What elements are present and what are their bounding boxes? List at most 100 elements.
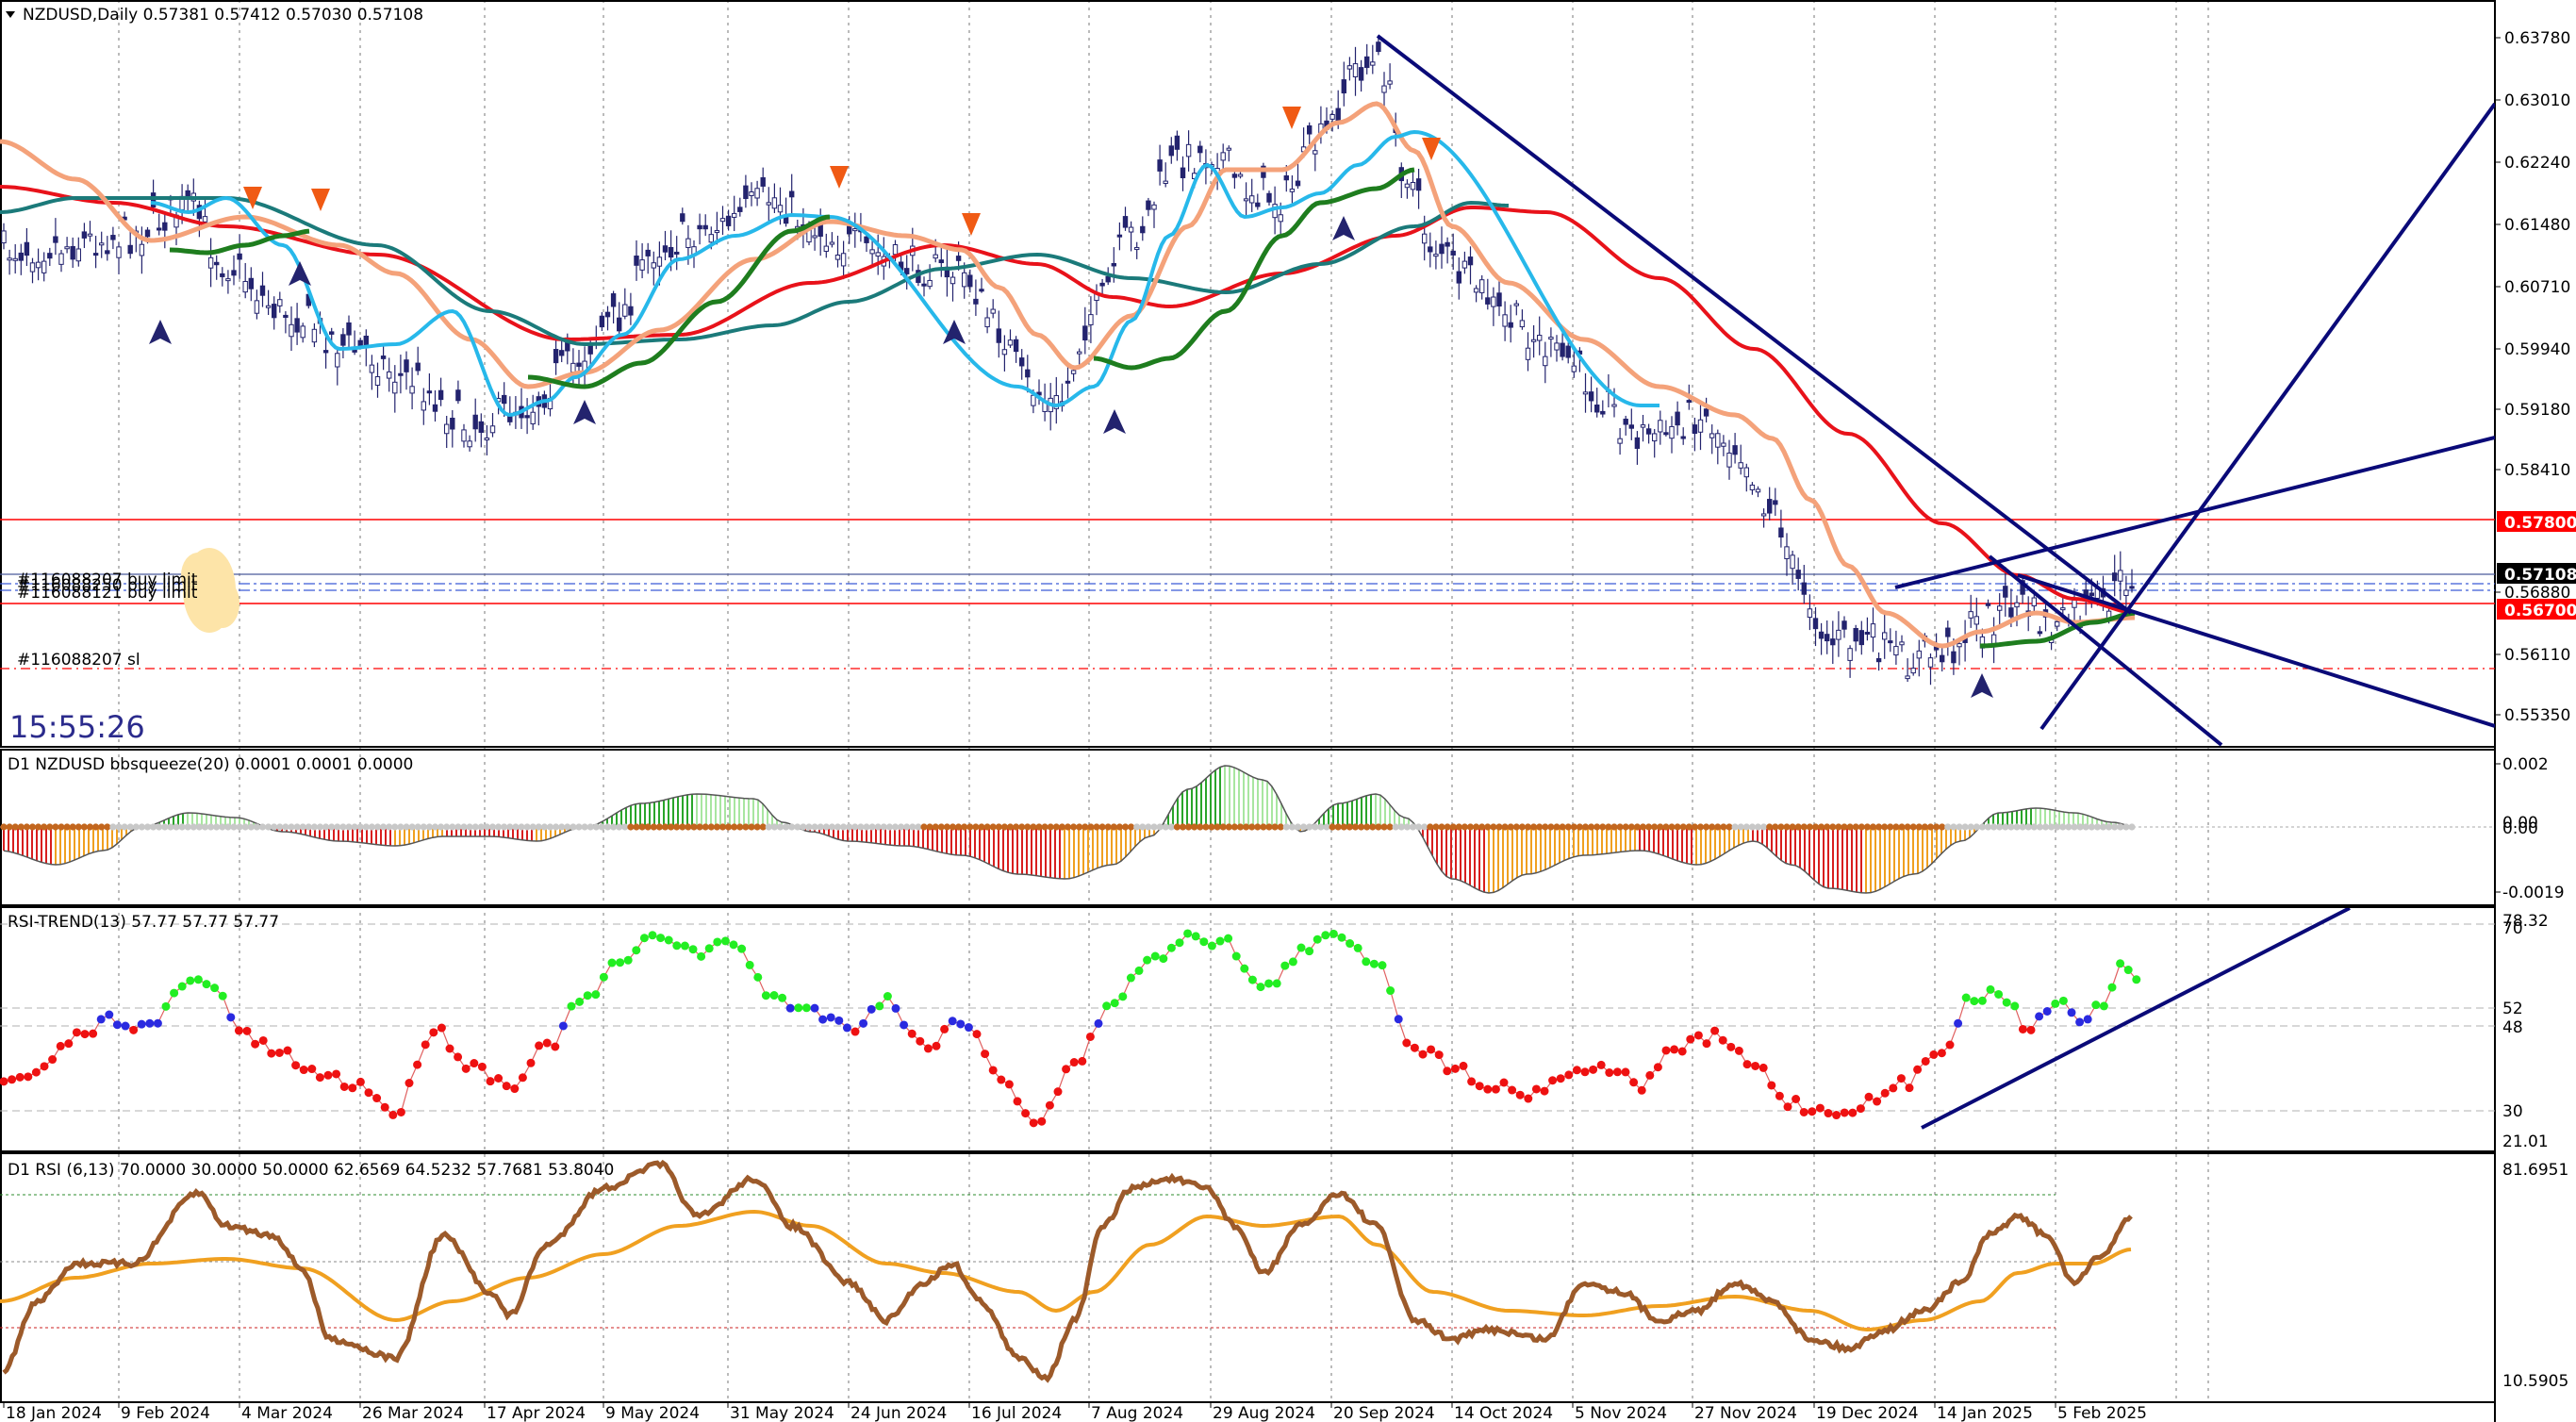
svg-text:0.00: 0.00 [2502, 819, 2538, 838]
stop-loss-label: #116088207 sl [17, 651, 140, 670]
signal-arrows [149, 107, 1993, 698]
svg-text:0.00: 0.00 [2502, 814, 2538, 833]
buy-arrow-icon [1332, 216, 1355, 240]
date-label: 24 Jun 2024 [850, 1404, 947, 1422]
rsi-main-line [2, 1159, 2133, 1383]
pane-frames [0, 0, 2496, 1403]
bbsqueeze-header: D1 NZDUSD bbsqueeze(20) 0.0001 0.0001 0.… [8, 755, 413, 774]
price-tick-label: 0.63010 [2504, 91, 2570, 110]
price-tag-lower[interactable]: 0.56700 [2497, 599, 2576, 620]
order-label: #116088207 buy limit [17, 570, 198, 589]
date-label: 14 Jan 2025 [1937, 1404, 2033, 1422]
clock-label: 15:55:26 [9, 709, 145, 745]
sell-arrow-icon [1282, 107, 1301, 129]
sell-arrow-icon [243, 187, 262, 209]
trendlines[interactable] [1376, 34, 2495, 747]
svg-text:0.002: 0.002 [2502, 755, 2549, 774]
moving-average-green [169, 167, 2136, 649]
bbsqueeze-pane[interactable] [0, 765, 2495, 894]
price-tick-label: 0.63780 [2504, 29, 2570, 48]
date-label: 18 Jan 2024 [6, 1404, 102, 1422]
svg-text:-0.0019: -0.0019 [2502, 884, 2565, 902]
date-label: 20 Sep 2024 [1333, 1404, 1435, 1422]
date-label: 5 Nov 2024 [1575, 1404, 1667, 1422]
moving-average-salmon [0, 101, 2136, 649]
svg-text:48: 48 [2502, 1018, 2523, 1037]
date-label: 17 Apr 2024 [487, 1404, 586, 1422]
price-tag-upper-text: 0.57800 [2504, 514, 2576, 533]
trendline-down[interactable] [1376, 34, 2133, 615]
bbsqueeze-outline [3, 765, 2136, 894]
date-label: 14 Oct 2024 [1454, 1404, 1553, 1422]
buy-arrow-icon [573, 400, 596, 424]
rsi-trend-axis: 78.32 70 52 48 30 21.01 [2502, 912, 2549, 1151]
svg-text:70: 70 [2502, 919, 2523, 938]
price-tag-lower-bg [2497, 599, 2576, 620]
collapse-triangle-icon[interactable] [6, 11, 15, 18]
price-axis: 0.63780 0.63010 0.62240 0.61480 0.60710 0.599… [2495, 29, 2570, 725]
price-tag-current-bg [2497, 563, 2576, 584]
rsi-trend-header: RSI-TREND(13) 57.77 57.77 57.77 [8, 913, 279, 932]
svg-text:78.32: 78.32 [2502, 912, 2549, 931]
order-label: #116088250 buy limit [17, 576, 198, 595]
price-tag-upper-bg [2497, 511, 2576, 532]
date-label: 31 May 2024 [730, 1404, 834, 1422]
moving-average-bicolor [150, 129, 1660, 418]
price-tick-label: 0.62240 [2504, 154, 2570, 173]
vertical-grid [118, 0, 2209, 1402]
sell-arrow-icon [311, 189, 330, 211]
sell-arrow-icon [1422, 138, 1441, 160]
price-tick-label: 0.56110 [2504, 646, 2570, 665]
buy-arrow-icon [289, 261, 311, 286]
date-label: 16 Jul 2024 [971, 1404, 1062, 1422]
trendline-fan-lower[interactable] [1988, 554, 2223, 747]
trendline-fan-right[interactable] [2017, 573, 2495, 728]
price-tag-upper[interactable]: 0.57800 [2497, 511, 2576, 533]
date-label: 7 Aug 2024 [1091, 1404, 1183, 1422]
rsi-axis: 81.6951 10.5905 [2502, 1161, 2568, 1391]
buy-arrow-icon [1971, 673, 1993, 698]
date-label: 29 Aug 2024 [1213, 1404, 1315, 1422]
buy-arrow-icon [149, 320, 172, 344]
note-blob [181, 548, 239, 633]
candlesticks[interactable] [1, 35, 2135, 686]
svg-text:21.01: 21.01 [2502, 1133, 2549, 1151]
order-label: #116088121 buy limit [17, 584, 198, 603]
rsi-trend-dots [0, 929, 2141, 1128]
date-label: 27 Nov 2024 [1694, 1404, 1797, 1422]
price-tick-label: 0.59180 [2504, 401, 2570, 420]
price-tick-label: 0.56880 [2504, 584, 2570, 603]
date-label: 5 Feb 2025 [2057, 1404, 2147, 1422]
buy-arrow-icon [943, 320, 966, 344]
svg-text:10.5905: 10.5905 [2502, 1372, 2568, 1391]
price-pane[interactable]: #116088207 buy limit #116088250 buy limi… [0, 34, 2495, 747]
rsi-pane[interactable] [0, 1159, 2133, 1383]
price-tick-label: 0.61480 [2504, 216, 2570, 235]
trendline-up-steep[interactable] [2039, 102, 2495, 731]
date-label: 4 Mar 2024 [241, 1404, 333, 1422]
trendline-rising[interactable] [1894, 436, 2495, 589]
bbsqueeze-dots [0, 823, 2136, 831]
svg-text:81.6951: 81.6951 [2502, 1161, 2568, 1180]
rsi-trend-pane[interactable] [0, 908, 2495, 1130]
rsi-header: D1 RSI (6,13) 70.0000 30.0000 50.0000 62… [8, 1161, 614, 1180]
buy-arrow-icon [1103, 409, 1126, 434]
price-tick-label: 0.55350 [2504, 706, 2570, 725]
price-tag-lower-text: 0.56700 [2504, 602, 2576, 620]
bbsqueeze-axis: 0.002 0.00 0.00 -0.0019 [2495, 755, 2565, 902]
date-label: 19 Dec 2024 [1816, 1404, 1919, 1422]
price-tick-label: 0.59940 [2504, 340, 2570, 359]
sell-arrow-icon [962, 213, 981, 236]
price-tag-current-text: 0.57108 [2504, 566, 2576, 585]
date-label: 9 May 2024 [605, 1404, 700, 1422]
rsi-signal-line [0, 1209, 2132, 1332]
svg-text:52: 52 [2502, 1000, 2523, 1018]
date-label: 26 Mar 2024 [362, 1404, 464, 1422]
price-tag-current[interactable]: 0.57108 [2497, 563, 2576, 585]
date-label: 9 Feb 2024 [121, 1404, 210, 1422]
trendline-rsi[interactable] [1921, 908, 2351, 1130]
symbol-header: NZDUSD,Daily 0.57381 0.57412 0.57030 0.5… [23, 6, 423, 25]
price-tick-label: 0.58410 [2504, 461, 2570, 480]
time-axis: 18 Jan 2024 9 Feb 2024 4 Mar 2024 26 Mar 20… [3, 1402, 2147, 1422]
